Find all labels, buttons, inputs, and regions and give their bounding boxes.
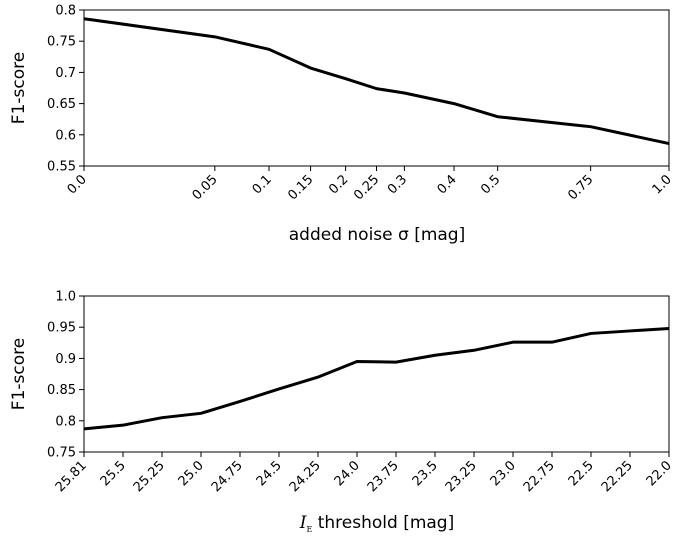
- top-x-tick-label: 0.15: [285, 172, 316, 203]
- top-x-tick-label: 0.1: [250, 172, 275, 197]
- bottom-y-ticks: 0.75 0.8 0.85 0.9 0.95 1.0: [47, 290, 84, 461]
- top-y-tick-label: 0.65: [47, 97, 76, 112]
- bottom-x-tick-label: 24.25: [287, 458, 324, 495]
- bottom-x-tick-label: 24.5: [254, 458, 285, 489]
- bottom-x-tick-label: 23.0: [488, 458, 519, 489]
- bottom-x-axis-label-text: threshold [mag]: [312, 513, 454, 533]
- bottom-x-tick-label: 24.75: [209, 458, 246, 495]
- bottom-x-tick-label: 22.5: [566, 458, 597, 489]
- top-x-tick-label: 0.0: [65, 172, 90, 197]
- top-y-ticks: 0.55 0.6 0.65 0.7 0.75 0.8: [47, 4, 84, 175]
- bottom-x-axis-label-subscript: E: [306, 525, 312, 534]
- top-y-tick-label: 0.6: [55, 128, 76, 143]
- bottom-x-tick-label: 22.75: [521, 458, 558, 495]
- bottom-x-tick-label: 23.25: [443, 458, 480, 495]
- top-x-axis-label: added noise σ [mag]: [289, 225, 465, 245]
- top-y-tick-label: 0.8: [55, 4, 76, 19]
- bottom-panel: 0.75 0.8 0.85 0.9 0.95 1.0 25.81 25.5 25.25 25.0…: [9, 290, 675, 535]
- bottom-plot-frame: [83, 295, 670, 453]
- top-panel: 0.550.60.650.70.750.8 0.0 0.05 0.1 0.15 0.2 0…: [9, 4, 675, 246]
- bottom-x-tick-label: 23.75: [365, 458, 402, 495]
- top-y-tick-label: 0.55: [47, 160, 76, 175]
- top-y-tick-label: 0.75: [47, 35, 76, 50]
- bottom-series-line: [83, 326, 670, 431]
- bottom-x-tick-label: 22.0: [644, 458, 675, 489]
- top-y-tick-label: 0.7: [55, 66, 76, 81]
- top-x-tick-label: 0.5: [478, 172, 503, 197]
- bottom-y-tick-label: 0.85: [47, 383, 76, 398]
- top-x-tick-label: 0.3: [385, 172, 410, 197]
- top-x-tick-label: 0.4: [435, 172, 460, 197]
- bottom-x-tick-label: 25.81: [53, 458, 90, 495]
- top-x-ticks: 0.0 0.05 0.1 0.15 0.2 0.25 0.3 0.4 0.5 0.75 1.0: [65, 166, 675, 203]
- top-x-tick-label: 0.75: [565, 172, 596, 203]
- bottom-y-axis-label: F1-score: [9, 338, 29, 410]
- bottom-y-tick-label: 0.95: [47, 321, 76, 336]
- bottom-x-tick-label: 25.5: [98, 458, 129, 489]
- bottom-y-tick-label: 0.9: [55, 352, 76, 367]
- bottom-x-axis-label: IE threshold [mag]: [299, 513, 454, 534]
- bottom-y-tick-label: 0.75: [47, 446, 76, 461]
- bottom-y-tick-label: 0.8: [55, 414, 76, 429]
- top-x-tick-label: 0.05: [190, 172, 221, 203]
- top-x-tick-label: 0.2: [326, 172, 351, 197]
- bottom-x-tick-label: 23.5: [410, 458, 441, 489]
- bottom-x-tick-label: 24.0: [332, 458, 363, 489]
- top-x-tick-label: 0.25: [351, 172, 382, 203]
- top-series-line: [83, 17, 670, 146]
- bottom-y-tick-label: 1.0: [55, 290, 76, 305]
- bottom-x-tick-label: 22.25: [599, 458, 636, 495]
- bottom-x-tick-label: 25.25: [131, 458, 168, 495]
- top-series-group: [83, 17, 670, 146]
- bottom-series-group: [83, 326, 670, 431]
- bottom-x-ticks: 25.81 25.5 25.25 25.0 24.75 24.5 24.25 24.0 23.7…: [53, 452, 675, 495]
- top-x-tick-label: 1.0: [650, 172, 675, 197]
- top-y-axis-label: F1-score: [9, 52, 29, 124]
- bottom-x-axis-label-symbol: I: [299, 513, 307, 533]
- bottom-x-tick-label: 25.0: [176, 458, 207, 489]
